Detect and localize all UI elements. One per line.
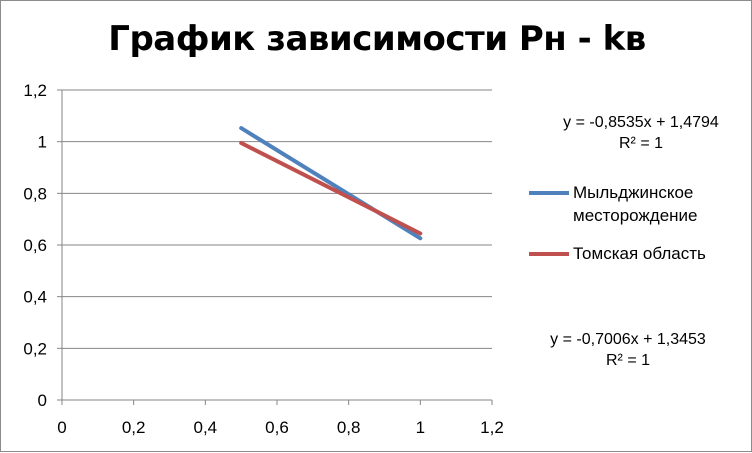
y-tick-label: 0,4	[23, 288, 47, 307]
y-tick-label: 1,2	[23, 81, 47, 100]
trendline-equation-2: y = -0,7006x + 1,3453 R² = 1	[528, 329, 728, 371]
x-tick-label: 0,4	[194, 418, 218, 437]
chart-title: График зависимости Pн - kв	[108, 19, 646, 59]
trendline-r2-2: R² = 1	[605, 352, 650, 369]
legend-item-tomsk-region: Томская область	[527, 242, 747, 265]
legend: Мыльджинское месторождение Томская облас…	[527, 181, 747, 280]
y-tick-label: 0,8	[23, 184, 47, 203]
trendline-formula-2: y = -0,7006x + 1,3453	[550, 331, 706, 348]
x-tick-label: 1	[416, 418, 425, 437]
trendline-formula-1: y = -0,8535x + 1,4794	[563, 114, 719, 131]
legend-label-mildzhinskoe: Мыльджинское месторождение	[573, 183, 698, 225]
y-tick-label: 0	[38, 391, 47, 410]
x-tick-label: 0	[57, 418, 66, 437]
x-tick-label: 0,8	[337, 418, 361, 437]
y-tick-label: 0,6	[23, 236, 47, 255]
y-tick-label: 0,2	[23, 339, 47, 358]
legend-item-mildzhinskoe: Мыльджинское месторождение	[527, 181, 747, 227]
legend-label-tomsk-region: Томская область	[573, 244, 706, 263]
x-tick-label: 1,2	[480, 418, 504, 437]
x-tick-label: 0,2	[122, 418, 146, 437]
legend-swatch-mildzhinskoe	[529, 191, 569, 195]
y-tick-label: 1	[38, 133, 47, 152]
trendline-equation-1: y = -0,8535x + 1,4794 R² = 1	[541, 112, 741, 154]
series-line-tomsk-region	[239, 141, 423, 236]
legend-swatch-tomsk-region	[529, 252, 569, 256]
trendline-r2-1: R² = 1	[618, 135, 663, 152]
x-tick-label: 0,6	[265, 418, 289, 437]
